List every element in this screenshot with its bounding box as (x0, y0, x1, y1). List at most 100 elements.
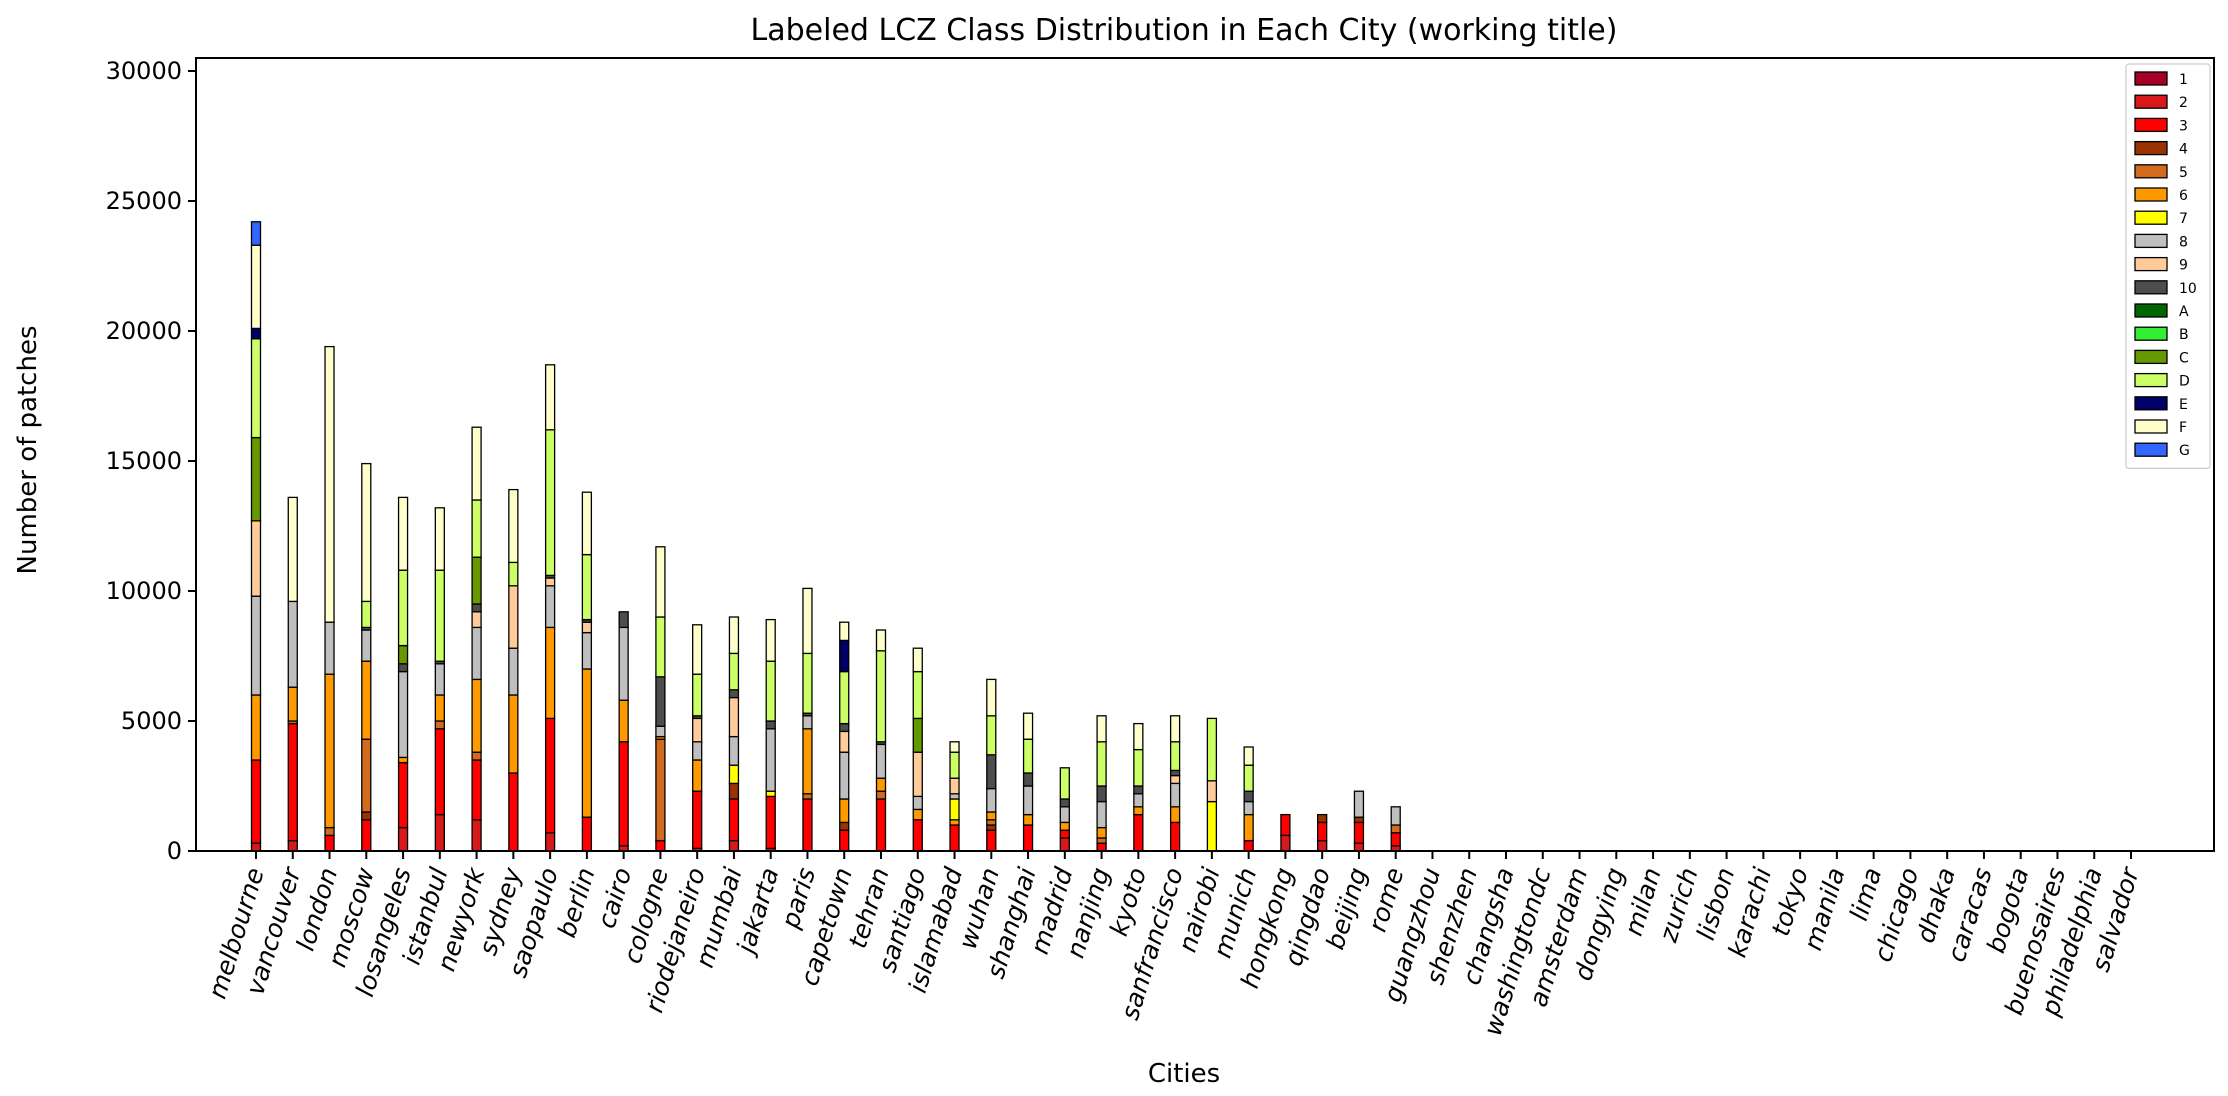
bar-segment-nanjing-F (1096, 715, 1107, 743)
legend-label-9: 9 (2179, 258, 2188, 274)
bar-segment-paris-3 (802, 798, 813, 852)
bars-group (250, 221, 1401, 852)
bar-segment-madrid-8 (1059, 806, 1070, 824)
bar-segment-berlin-F (581, 491, 593, 556)
bar-stack-istanbul (434, 507, 445, 852)
bar-segment-vancouver-F (287, 496, 298, 603)
bar-segment-berlin-8 (581, 631, 593, 670)
bar-segment-melbourne-C (250, 436, 262, 522)
legend-label-C: C (2179, 350, 2189, 366)
bar-segment-cologne-5 (655, 738, 666, 842)
bar-segment-tehran-6 (875, 777, 887, 792)
bar-segment-paris-8 (802, 715, 813, 730)
bar-segment-istanbul-D (434, 569, 445, 662)
bar-segment-madrid-D (1059, 767, 1070, 800)
legend-swatch-D (2134, 372, 2168, 388)
bar-segment-losangeles-D (397, 569, 409, 647)
bar-segment-moscow-5 (361, 738, 372, 813)
bar-segment-kyoto-8 (1133, 793, 1144, 808)
bar-segment-riodejaneiro-D (692, 673, 703, 717)
legend-label-1: 1 (2179, 72, 2188, 88)
bar-stack-mumbai (728, 616, 740, 852)
bar-segment-cologne-10 (655, 676, 666, 727)
bar-stack-riodejaneiro (692, 624, 703, 852)
bar-segment-losangeles-F (397, 496, 409, 571)
legend-label-7: 7 (2179, 211, 2188, 227)
y-tick-label: 30000 (106, 57, 182, 85)
bar-segment-wuhan-5 (986, 819, 997, 826)
bar-segment-santiago-3 (912, 819, 923, 852)
bar-segment-santiago-C (912, 717, 923, 753)
bar-segment-saopaulo-F (544, 364, 556, 431)
bar-stack-beijing (1353, 790, 1365, 852)
bar-segment-nairobi-7 (1206, 800, 1218, 852)
bar-segment-losangeles-8 (397, 670, 409, 759)
bar-segment-melbourne-8 (250, 595, 262, 696)
bar-stack-saopaulo (544, 364, 556, 852)
bar-segment-newyork-3 (471, 759, 482, 821)
legend-label-E: E (2179, 397, 2188, 413)
bar-segment-madrid-6 (1059, 821, 1070, 831)
bar-segment-istanbul-8 (434, 663, 445, 696)
y-axis-label: Number of patches (13, 326, 43, 575)
bar-segment-melbourne-6 (250, 694, 262, 761)
bar-segment-moscow-F (361, 462, 372, 603)
bar-segment-beijing-2 (1353, 842, 1365, 852)
bar-stack-vancouver (287, 496, 298, 852)
bar-segment-munich-3 (1243, 839, 1254, 852)
bar-segment-rome-3 (1390, 832, 1401, 847)
bar-segment-sanfrancisco-F (1169, 715, 1181, 743)
y-tick-label: 15000 (106, 447, 182, 475)
y-tick-label: 0 (167, 837, 182, 865)
bar-segment-islamabad-9 (949, 777, 960, 795)
bar-segment-santiago-6 (912, 808, 923, 821)
bar-segment-jakarta-F (765, 618, 776, 662)
bar-segment-melbourne-F (250, 244, 262, 330)
bar-segment-wuhan-8 (986, 787, 997, 813)
bar-segment-hongkong-2 (1280, 834, 1291, 852)
bar-segment-melbourne-E (250, 327, 262, 340)
bar-segment-riodejaneiro-F (692, 624, 703, 675)
bar-segment-istanbul-F (434, 507, 445, 571)
bar-segment-london-5 (324, 826, 335, 837)
bar-segment-sanfrancisco-9 (1169, 774, 1181, 785)
bar-segment-london-3 (324, 834, 335, 852)
bar-segment-jakarta-10 (765, 720, 776, 730)
bar-segment-melbourne-G (250, 221, 262, 246)
x-axis-label: Cities (1148, 1059, 1220, 1089)
bar-segment-sanfrancisco-10 (1169, 769, 1181, 777)
bar-segment-shanghai-D (1022, 738, 1034, 774)
bar-segment-beijing-3 (1353, 821, 1365, 844)
bar-segment-capetown-4 (839, 821, 850, 831)
bar-segment-capetown-E (839, 639, 850, 673)
bar-segment-beijing-8 (1353, 790, 1365, 818)
bar-segment-wuhan-F (986, 678, 997, 717)
bar-segment-berlin-6 (581, 668, 593, 818)
bar-segment-newyork-9 (471, 611, 482, 629)
bar-stack-munich (1243, 746, 1254, 852)
bar-segment-munich-6 (1243, 813, 1254, 842)
bar-stack-nairobi (1206, 717, 1218, 852)
bar-stack-wuhan (986, 678, 997, 852)
legend-swatch-2 (2134, 94, 2168, 109)
bar-segment-wuhan-10 (986, 754, 997, 790)
bar-segment-rome-8 (1390, 806, 1401, 826)
bar-segment-mumbai-8 (728, 735, 740, 766)
bar-segment-wuhan-3 (986, 829, 997, 852)
bar-segment-moscow-D (361, 600, 372, 629)
bar-segment-london-8 (324, 621, 335, 675)
legend-swatch-A (2134, 303, 2168, 318)
bar-segment-nanjing-6 (1096, 826, 1107, 839)
bar-segment-newyork-6 (471, 678, 482, 753)
bar-segment-cologne-8 (655, 725, 666, 738)
bar-stack-capetown (839, 621, 850, 852)
bar-segment-istanbul-5 (434, 720, 445, 730)
bar-stack-qingdao (1317, 813, 1328, 852)
legend-swatch-E (2134, 396, 2168, 411)
bar-segment-melbourne-9 (250, 520, 262, 597)
bar-stack-sanfrancisco (1169, 715, 1181, 852)
legend-label-A: A (2179, 304, 2189, 320)
bar-stack-moscow (361, 462, 372, 852)
bar-segment-saopaulo-6 (544, 626, 556, 720)
bar-segment-cologne-F (655, 546, 666, 618)
